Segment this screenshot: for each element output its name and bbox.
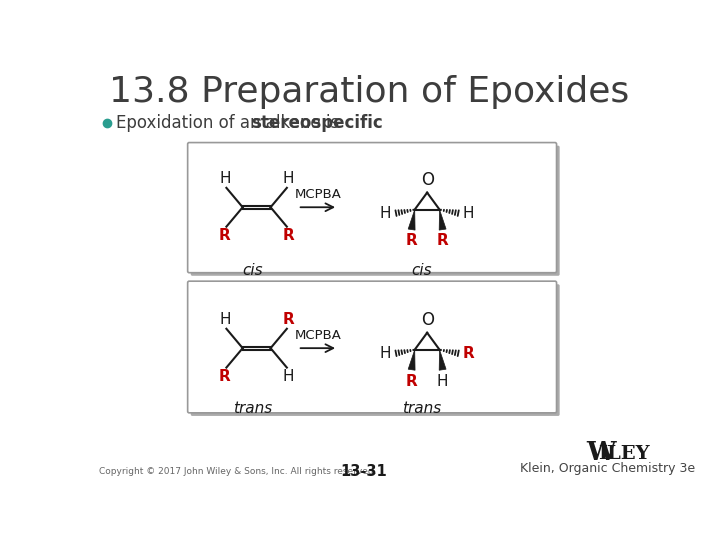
Text: Copyright © 2017 John Wiley & Sons, Inc. All rights reserved.: Copyright © 2017 John Wiley & Sons, Inc.… bbox=[99, 467, 377, 476]
Text: H: H bbox=[283, 369, 294, 384]
Text: R: R bbox=[282, 228, 294, 243]
Text: H: H bbox=[437, 374, 449, 389]
Text: R: R bbox=[406, 233, 418, 248]
Polygon shape bbox=[408, 210, 415, 230]
Text: H: H bbox=[380, 346, 392, 361]
Text: MCPBA: MCPBA bbox=[294, 188, 341, 201]
Text: ILEY: ILEY bbox=[598, 446, 650, 463]
Text: H: H bbox=[380, 206, 392, 221]
Polygon shape bbox=[408, 350, 415, 370]
Text: H: H bbox=[463, 206, 474, 221]
Text: H: H bbox=[219, 171, 230, 186]
Text: Klein, Organic Chemistry 3e: Klein, Organic Chemistry 3e bbox=[520, 462, 696, 475]
Text: trans: trans bbox=[233, 401, 272, 416]
Text: O: O bbox=[420, 311, 433, 329]
Text: R: R bbox=[437, 233, 449, 248]
Text: R: R bbox=[219, 369, 230, 384]
Text: cis: cis bbox=[411, 264, 432, 279]
FancyBboxPatch shape bbox=[191, 284, 559, 416]
Text: W: W bbox=[586, 441, 616, 465]
Polygon shape bbox=[439, 210, 446, 230]
Text: O: O bbox=[420, 171, 433, 189]
Text: H: H bbox=[283, 171, 294, 186]
Polygon shape bbox=[439, 350, 446, 370]
Text: R: R bbox=[463, 346, 474, 361]
Text: Epoxidation of an alkene is: Epoxidation of an alkene is bbox=[117, 113, 345, 132]
Text: MCPBA: MCPBA bbox=[294, 329, 341, 342]
FancyBboxPatch shape bbox=[191, 146, 559, 276]
Text: R: R bbox=[219, 228, 230, 243]
FancyBboxPatch shape bbox=[188, 143, 557, 273]
Text: R: R bbox=[282, 312, 294, 327]
Text: 13.8 Preparation of Epoxides: 13.8 Preparation of Epoxides bbox=[109, 75, 629, 109]
Text: cis: cis bbox=[243, 264, 263, 279]
Text: trans: trans bbox=[402, 401, 441, 416]
Text: R: R bbox=[406, 374, 418, 389]
FancyBboxPatch shape bbox=[188, 281, 557, 413]
Text: H: H bbox=[219, 312, 230, 327]
Text: 13-31: 13-31 bbox=[340, 464, 387, 479]
Text: stereospecific: stereospecific bbox=[251, 113, 383, 132]
